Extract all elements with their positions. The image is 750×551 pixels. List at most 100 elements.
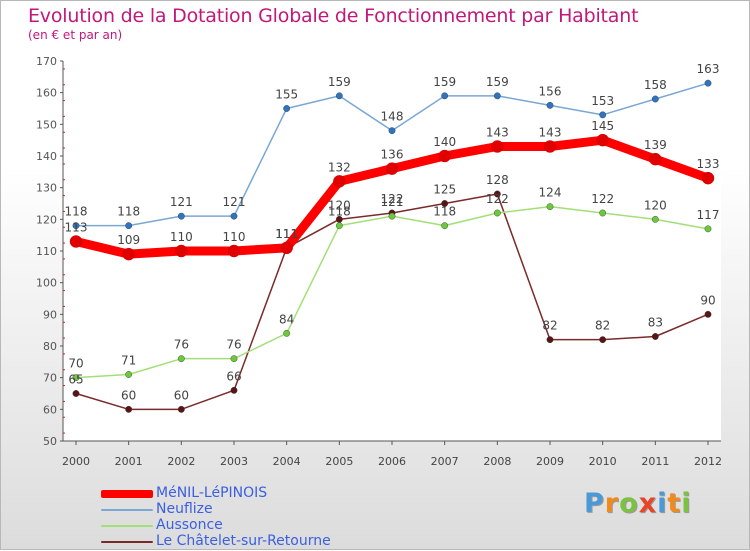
data-label-1: 120 bbox=[644, 198, 667, 212]
logo-letter: x bbox=[638, 488, 658, 519]
legend-item: Aussonce bbox=[101, 517, 401, 534]
data-point-1 bbox=[546, 203, 554, 211]
data-point-0 bbox=[599, 336, 607, 344]
x-tick-label: 2011 bbox=[641, 455, 669, 468]
data-point-0 bbox=[546, 336, 554, 344]
data-label-1: 124 bbox=[539, 186, 562, 200]
data-label-1: 118 bbox=[328, 205, 351, 219]
data-point-3 bbox=[69, 235, 83, 248]
legend-item: Neuflize bbox=[101, 501, 401, 518]
data-point-3 bbox=[491, 140, 504, 153]
y-tick-label: 80 bbox=[43, 340, 57, 353]
legend-label: Le Châtelet-sur-Retourne bbox=[156, 533, 331, 549]
data-label-0: 82 bbox=[542, 319, 557, 333]
logo-letter: P bbox=[584, 488, 605, 519]
data-point-0 bbox=[125, 405, 133, 413]
data-point-0 bbox=[177, 405, 185, 413]
data-label-1: 71 bbox=[121, 354, 136, 368]
data-label-0: 65 bbox=[68, 373, 83, 387]
data-label-0: 60 bbox=[121, 388, 136, 402]
data-point-3 bbox=[333, 175, 346, 188]
data-point-0 bbox=[230, 386, 238, 394]
data-point-1 bbox=[125, 371, 133, 378]
data-label-0: 128 bbox=[486, 173, 509, 187]
data-point-2 bbox=[177, 212, 185, 220]
data-point-0 bbox=[704, 310, 712, 318]
data-point-3 bbox=[596, 133, 609, 147]
y-tick-label: 90 bbox=[43, 308, 57, 321]
data-label-3: 140 bbox=[433, 135, 456, 149]
chart-subtitle: (en € et par an) bbox=[28, 28, 123, 42]
data-point-1 bbox=[72, 374, 80, 382]
y-tick-label: 170 bbox=[36, 55, 57, 68]
data-point-2 bbox=[72, 222, 80, 230]
data-label-0: 82 bbox=[595, 319, 610, 333]
data-point-2 bbox=[230, 212, 238, 220]
logo-letter: i bbox=[681, 488, 692, 519]
data-point-3 bbox=[227, 244, 241, 258]
data-point-2 bbox=[283, 105, 291, 112]
data-point-2 bbox=[441, 92, 449, 100]
data-label-0: 83 bbox=[648, 316, 663, 330]
data-point-1 bbox=[177, 355, 185, 363]
chart-title: Evolution de la Dotation Globale de Fonc… bbox=[28, 5, 639, 27]
data-label-2: 163 bbox=[697, 62, 720, 76]
logo-letter: i bbox=[657, 488, 668, 519]
data-point-1 bbox=[651, 215, 659, 223]
data-point-0 bbox=[651, 333, 659, 340]
data-point-1 bbox=[493, 209, 501, 217]
y-tick-label: 150 bbox=[36, 118, 57, 131]
x-tick-label: 2001 bbox=[115, 455, 143, 468]
x-tick-label: 2002 bbox=[167, 455, 195, 468]
data-label-2: 118 bbox=[65, 205, 88, 219]
data-label-3: 143 bbox=[539, 126, 562, 140]
legend-label: Neuflize bbox=[156, 501, 213, 517]
data-label-3: 143 bbox=[486, 126, 509, 140]
data-label-2: 159 bbox=[486, 75, 509, 89]
data-label-1: 122 bbox=[591, 192, 614, 206]
data-label-1: 118 bbox=[433, 205, 456, 219]
x-tick-label: 2009 bbox=[536, 455, 564, 468]
legend-label: Aussonce bbox=[156, 517, 223, 533]
data-label-2: 159 bbox=[328, 75, 351, 89]
data-label-1: 121 bbox=[381, 195, 404, 209]
data-point-2 bbox=[335, 92, 343, 100]
data-label-2: 121 bbox=[223, 195, 246, 209]
data-label-0: 60 bbox=[174, 388, 189, 402]
data-label-2: 121 bbox=[170, 195, 193, 209]
data-label-3: 133 bbox=[697, 157, 720, 171]
data-point-0 bbox=[493, 190, 501, 198]
data-label-1: 76 bbox=[174, 338, 189, 352]
data-label-3: 110 bbox=[223, 230, 246, 244]
legend-item: MéNIL-LéPINOIS bbox=[101, 485, 401, 502]
data-label-0: 120 bbox=[328, 198, 351, 212]
y-tick-label: 110 bbox=[36, 245, 57, 258]
y-tick-label: 160 bbox=[36, 87, 57, 100]
data-point-1 bbox=[283, 329, 291, 337]
x-tick-label: 2000 bbox=[62, 455, 90, 468]
data-label-2: 118 bbox=[117, 205, 140, 219]
y-tick-label: 60 bbox=[43, 403, 57, 416]
data-label-0: 122 bbox=[381, 192, 404, 206]
x-tick-label: 2008 bbox=[483, 455, 511, 468]
data-point-3 bbox=[280, 241, 293, 255]
y-tick-label: 120 bbox=[36, 213, 57, 226]
data-label-2: 155 bbox=[275, 88, 298, 102]
data-point-1 bbox=[388, 212, 396, 220]
data-label-3: 139 bbox=[644, 138, 667, 152]
data-point-3 bbox=[649, 152, 662, 166]
data-point-3 bbox=[438, 149, 451, 163]
data-label-3: 110 bbox=[170, 230, 193, 244]
data-label-3: 111 bbox=[275, 227, 298, 241]
data-label-3: 109 bbox=[117, 233, 140, 247]
data-label-2: 158 bbox=[644, 78, 667, 92]
data-point-3 bbox=[122, 247, 135, 261]
data-label-1: 84 bbox=[279, 312, 294, 326]
x-tick-label: 2007 bbox=[431, 455, 459, 468]
legend-swatch bbox=[101, 541, 153, 543]
data-point-0 bbox=[72, 390, 80, 397]
logo-letter: o bbox=[619, 488, 639, 519]
data-label-1: 117 bbox=[697, 208, 720, 222]
